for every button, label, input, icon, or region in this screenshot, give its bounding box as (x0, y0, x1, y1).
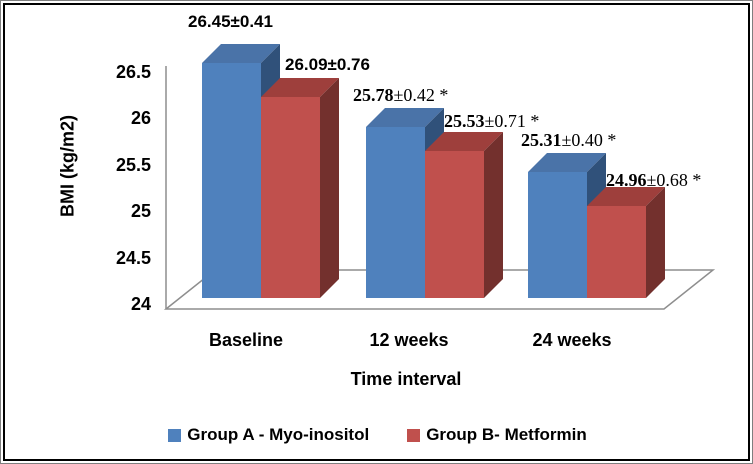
legend-label-group-b: Group B- Metformin (426, 425, 587, 444)
value-label-25-78: 25.78±0.42 * (353, 85, 449, 105)
bar-group-b-24-weeks (587, 187, 665, 298)
legend-item-group-b: Group B- Metformin (407, 425, 587, 445)
y-tick-label-24: 24 (130, 294, 151, 314)
value-label-24-96: 24.96±0.68 * (606, 170, 702, 190)
bar-group-b-baseline (261, 78, 339, 298)
y-axis-title: BMI (kg/m2) (57, 114, 78, 218)
value-label-25-53: 25.53±0.71 * (444, 111, 540, 131)
x-axis-title: Time interval (350, 369, 462, 389)
legend-swatch-group-a-icon (168, 428, 182, 442)
y-tick-label-25: 25 (130, 201, 151, 222)
value-label-26-09: 26.09±0.76 (285, 55, 370, 74)
y-tick-label-25.5: 25.5 (115, 154, 151, 175)
value-label-25-31: 25.31±0.40 * (521, 130, 617, 150)
legend-item-group-a: Group A - Myo-inositol (168, 425, 369, 445)
legend: Group A - Myo-inositol Group B- Metformi… (1, 425, 752, 445)
x-category-label-12-weeks: 12 weeks (369, 330, 449, 350)
x-category-label-baseline: Baseline (208, 330, 284, 350)
y-tick-label-24.5: 24.5 (115, 247, 151, 268)
legend-label-group-a: Group A - Myo-inositol (187, 425, 370, 444)
y-tick-label-26: 26 (130, 108, 151, 129)
value-label-26-45: 26.45±0.41 (188, 12, 273, 31)
legend-swatch-group-b-icon (407, 428, 421, 442)
bar-group-b-12-weeks (425, 132, 503, 298)
x-category-label-24-weeks: 24 weeks (532, 330, 612, 350)
y-tick-label-26.5: 26.5 (115, 62, 151, 82)
